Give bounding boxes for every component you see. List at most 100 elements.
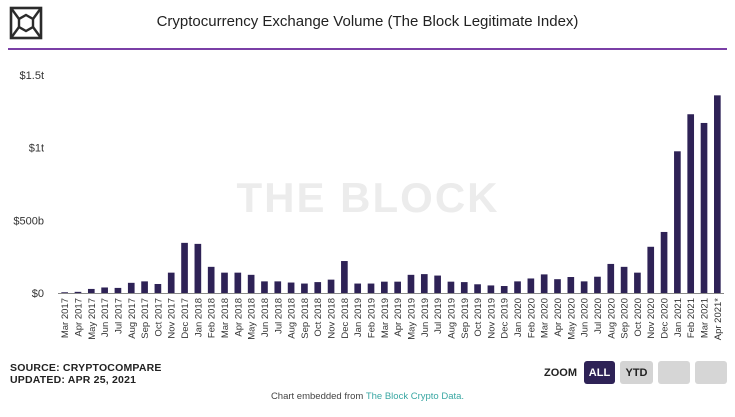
x-tick-label: Mar 2020 [540,298,551,338]
zoom-blank-button-1[interactable] [658,361,690,384]
watermark: THE BLOCK [237,174,500,221]
bar[interactable] [221,272,228,293]
bar[interactable] [407,274,415,293]
bar[interactable] [87,288,95,293]
bar[interactable] [447,281,455,293]
bar[interactable] [607,263,615,293]
bar[interactable] [620,266,628,293]
x-tick-label: Aug 2020 [606,298,617,339]
bar[interactable] [660,231,668,293]
bar[interactable] [274,281,282,293]
bar[interactable] [487,285,495,293]
bar[interactable] [434,275,441,293]
x-tick-label: Dec 2017 [180,298,191,339]
x-tick-label: Jun 2017 [100,298,111,337]
bar[interactable] [234,272,242,293]
bar[interactable] [687,114,695,294]
x-tick-label: May 2019 [406,298,417,340]
bar[interactable] [580,281,588,293]
x-axis: Mar 2017 Apr 2017 May 2017 Jun 2017 Jul 2017… [58,293,724,340]
title-divider [8,48,727,50]
bar[interactable] [61,292,68,294]
bar[interactable] [714,95,721,293]
bar[interactable] [301,283,308,293]
x-tick-label: Dec 2018 [340,298,351,339]
bar[interactable] [127,282,135,293]
embed-link[interactable]: The Block Crypto Data. [365,391,465,402]
bars-group [61,95,721,294]
bar[interactable] [554,279,561,293]
bar[interactable] [354,283,362,293]
bar[interactable] [207,266,215,293]
x-tick-label: Sep 2018 [300,298,311,339]
bar[interactable] [141,281,148,293]
x-tick-label: Apr 2019 [393,298,404,337]
x-tick-label: Jul 2018 [273,298,284,334]
bar[interactable] [381,281,388,293]
x-tick-label: Dec 2019 [500,298,511,339]
bar[interactable] [474,284,481,293]
zoom-all-button[interactable]: ALL [584,361,615,384]
bar[interactable] [647,246,655,293]
x-tick-label: Mar 2021 [700,298,711,338]
zoom-blank-button-2[interactable] [695,361,727,384]
bar[interactable] [74,291,82,293]
bar[interactable] [674,151,681,293]
x-tick-label: Jun 2018 [260,298,271,337]
x-tick-label: Mar 2018 [220,298,231,338]
x-tick-label: Apr 2020 [553,298,564,337]
x-tick-label: May 2020 [566,298,577,340]
bar[interactable] [500,286,508,293]
bar[interactable] [261,281,268,293]
the-block-logo-icon [9,6,43,40]
x-tick-label: Nov 2018 [327,298,338,339]
bar[interactable] [247,274,255,293]
x-tick-label: Oct 2020 [633,298,644,337]
bar[interactable] [540,274,548,293]
bar[interactable] [181,242,188,293]
y-tick-label: $1t [29,143,44,155]
bar[interactable] [594,276,601,293]
x-tick-label: Jun 2019 [420,298,431,337]
x-tick-label: Feb 2018 [207,298,218,338]
x-tick-label: Jan 2018 [193,298,204,337]
x-tick-label: Aug 2018 [287,298,298,339]
bar[interactable] [327,279,335,293]
bar[interactable] [527,278,535,293]
bar[interactable] [700,122,708,294]
bar[interactable] [634,272,641,293]
x-tick-label: Oct 2019 [473,298,484,337]
source-label: SOURCE: CRYPTOCOMPARE [10,362,162,374]
x-tick-label: May 2018 [247,298,258,340]
bar[interactable] [567,277,575,293]
x-tick-label: Mar 2019 [380,298,391,338]
bar[interactable] [154,283,162,293]
embed-note: Chart embedded from The Block Crypto Dat… [0,391,735,402]
bar[interactable] [367,283,375,293]
bar[interactable] [101,287,108,293]
y-tick-label: $1.5t [20,70,44,82]
bar[interactable] [194,243,202,293]
bar[interactable] [460,282,468,293]
x-tick-label: Apr 2017 [73,298,84,337]
zoom-ytd-button[interactable]: YTD [620,361,653,384]
bar[interactable] [420,274,428,293]
x-tick-label: Oct 2018 [313,298,324,337]
y-axis: $0 $500b $1t $1.5t [13,70,44,300]
bar[interactable] [114,287,122,293]
bar[interactable] [394,281,401,293]
y-tick-label: $0 [32,288,44,300]
zoom-controls: ZOOM ALL YTD [544,361,732,384]
x-tick-label: Oct 2017 [153,298,164,337]
bar[interactable] [167,272,175,293]
bar[interactable] [314,282,322,293]
zoom-label: ZOOM [544,366,577,379]
x-tick-label: Sep 2019 [460,298,471,339]
bar[interactable] [341,261,348,293]
x-tick-label: Apr 2018 [233,298,244,337]
bar[interactable] [514,281,521,293]
x-tick-label: Feb 2019 [367,298,378,338]
x-tick-label: Aug 2019 [446,298,457,339]
bar[interactable] [287,282,295,293]
x-tick-label: Nov 2020 [646,298,657,339]
